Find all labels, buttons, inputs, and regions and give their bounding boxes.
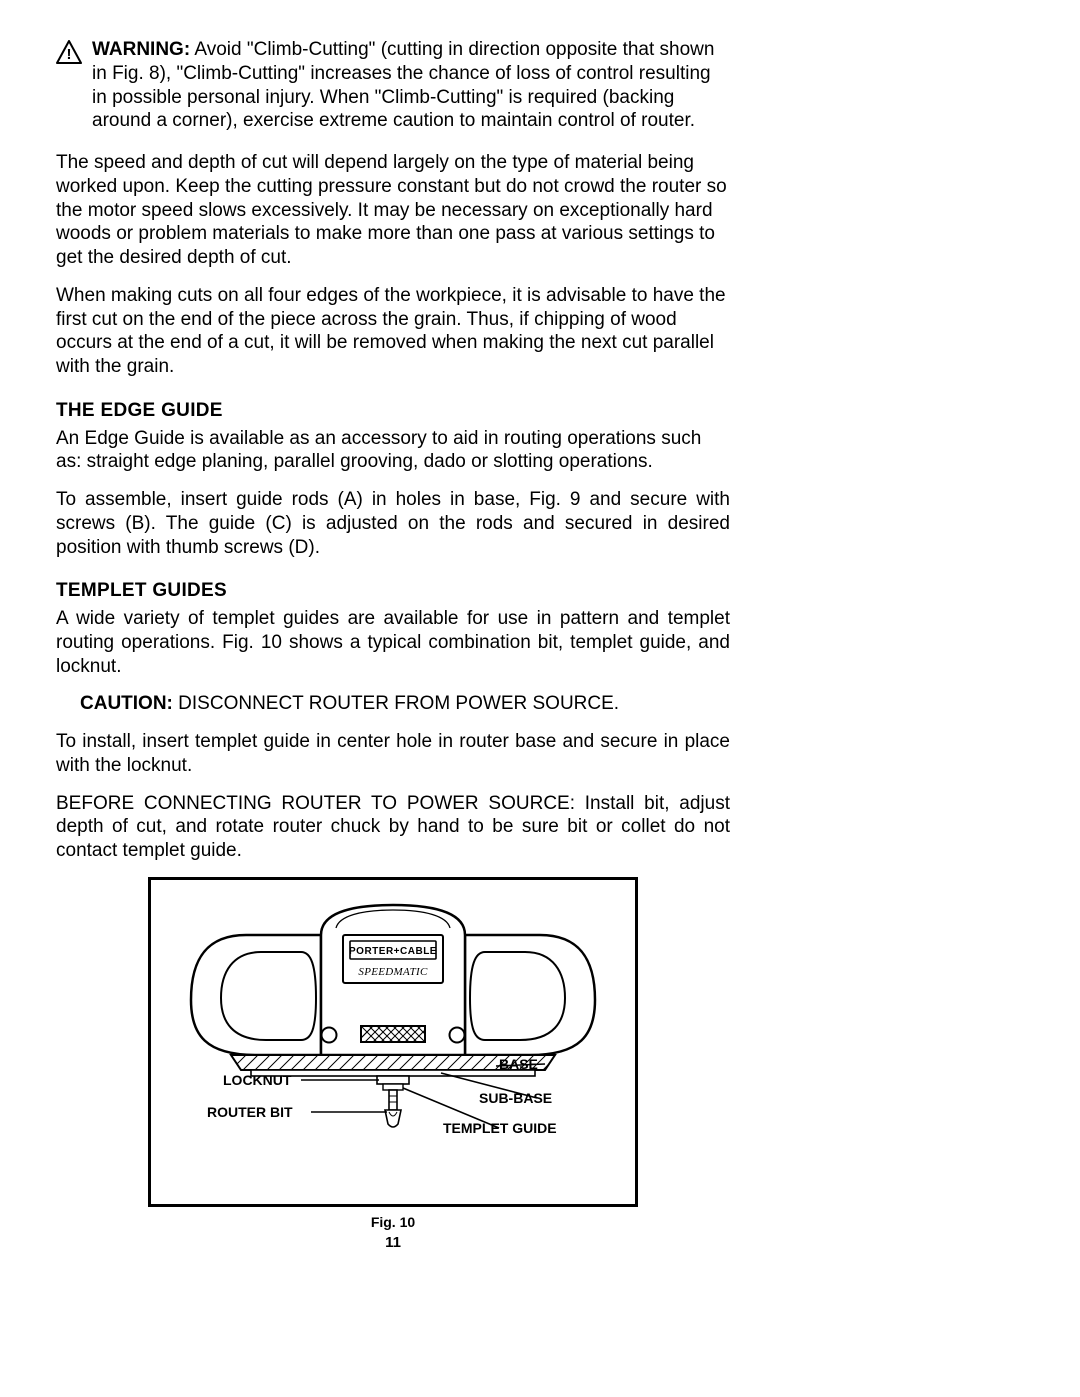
fig-label-base: BASE (499, 1056, 538, 1074)
figure-10-box: PORTER+CABLE SPEEDMATIC (148, 877, 638, 1207)
fig-label-subbase: SUB-BASE (479, 1090, 552, 1108)
manual-page: ! WARNING: Avoid "Climb-Cutting" (cuttin… (0, 0, 1080, 1397)
heading-templet-guides: TEMPLET GUIDES (56, 579, 730, 603)
body-para-2: When making cuts on all four edges of th… (56, 284, 730, 379)
caution-text: DISCONNECT ROUTER FROM POWER SOURCE. (173, 693, 619, 714)
fig-label-locknut: LOCKNUT (223, 1072, 291, 1090)
figure-caption: Fig. 10 (148, 1213, 638, 1232)
svg-text:!: ! (67, 46, 72, 63)
figure-10: PORTER+CABLE SPEEDMATIC (148, 877, 638, 1253)
heading-edge-guide: THE EDGE GUIDE (56, 399, 730, 423)
svg-text:SPEEDMATIC: SPEEDMATIC (358, 966, 428, 978)
templet-p2: To install, insert templet guide in cent… (56, 730, 730, 778)
templet-caution: CAUTION: DISCONNECT ROUTER FROM POWER SO… (56, 692, 730, 716)
warning-label: WARNING: (92, 39, 190, 60)
templet-p1: A wide variety of templet guides are ava… (56, 607, 730, 678)
svg-text:PORTER+CABLE: PORTER+CABLE (349, 946, 437, 957)
templet-p3: BEFORE CONNECTING ROUTER TO POWER SOURCE… (56, 792, 730, 863)
warning-icon: ! (56, 38, 82, 71)
edge-guide-p2: To assemble, insert guide rods (A) in ho… (56, 488, 730, 559)
body-para-1: The speed and depth of cut will depend l… (56, 151, 730, 270)
warning-block: ! WARNING: Avoid "Climb-Cutting" (cuttin… (56, 38, 730, 133)
edge-guide-p1: An Edge Guide is available as an accesso… (56, 427, 730, 475)
caution-label: CAUTION: (80, 693, 173, 714)
page-number: 11 (148, 1234, 638, 1253)
fig-label-routerbit: ROUTER BIT (207, 1104, 293, 1122)
fig-label-templet: TEMPLET GUIDE (443, 1120, 557, 1138)
router-diagram: PORTER+CABLE SPEEDMATIC (151, 880, 635, 1204)
warning-text: WARNING: Avoid "Climb-Cutting" (cutting … (92, 38, 730, 133)
